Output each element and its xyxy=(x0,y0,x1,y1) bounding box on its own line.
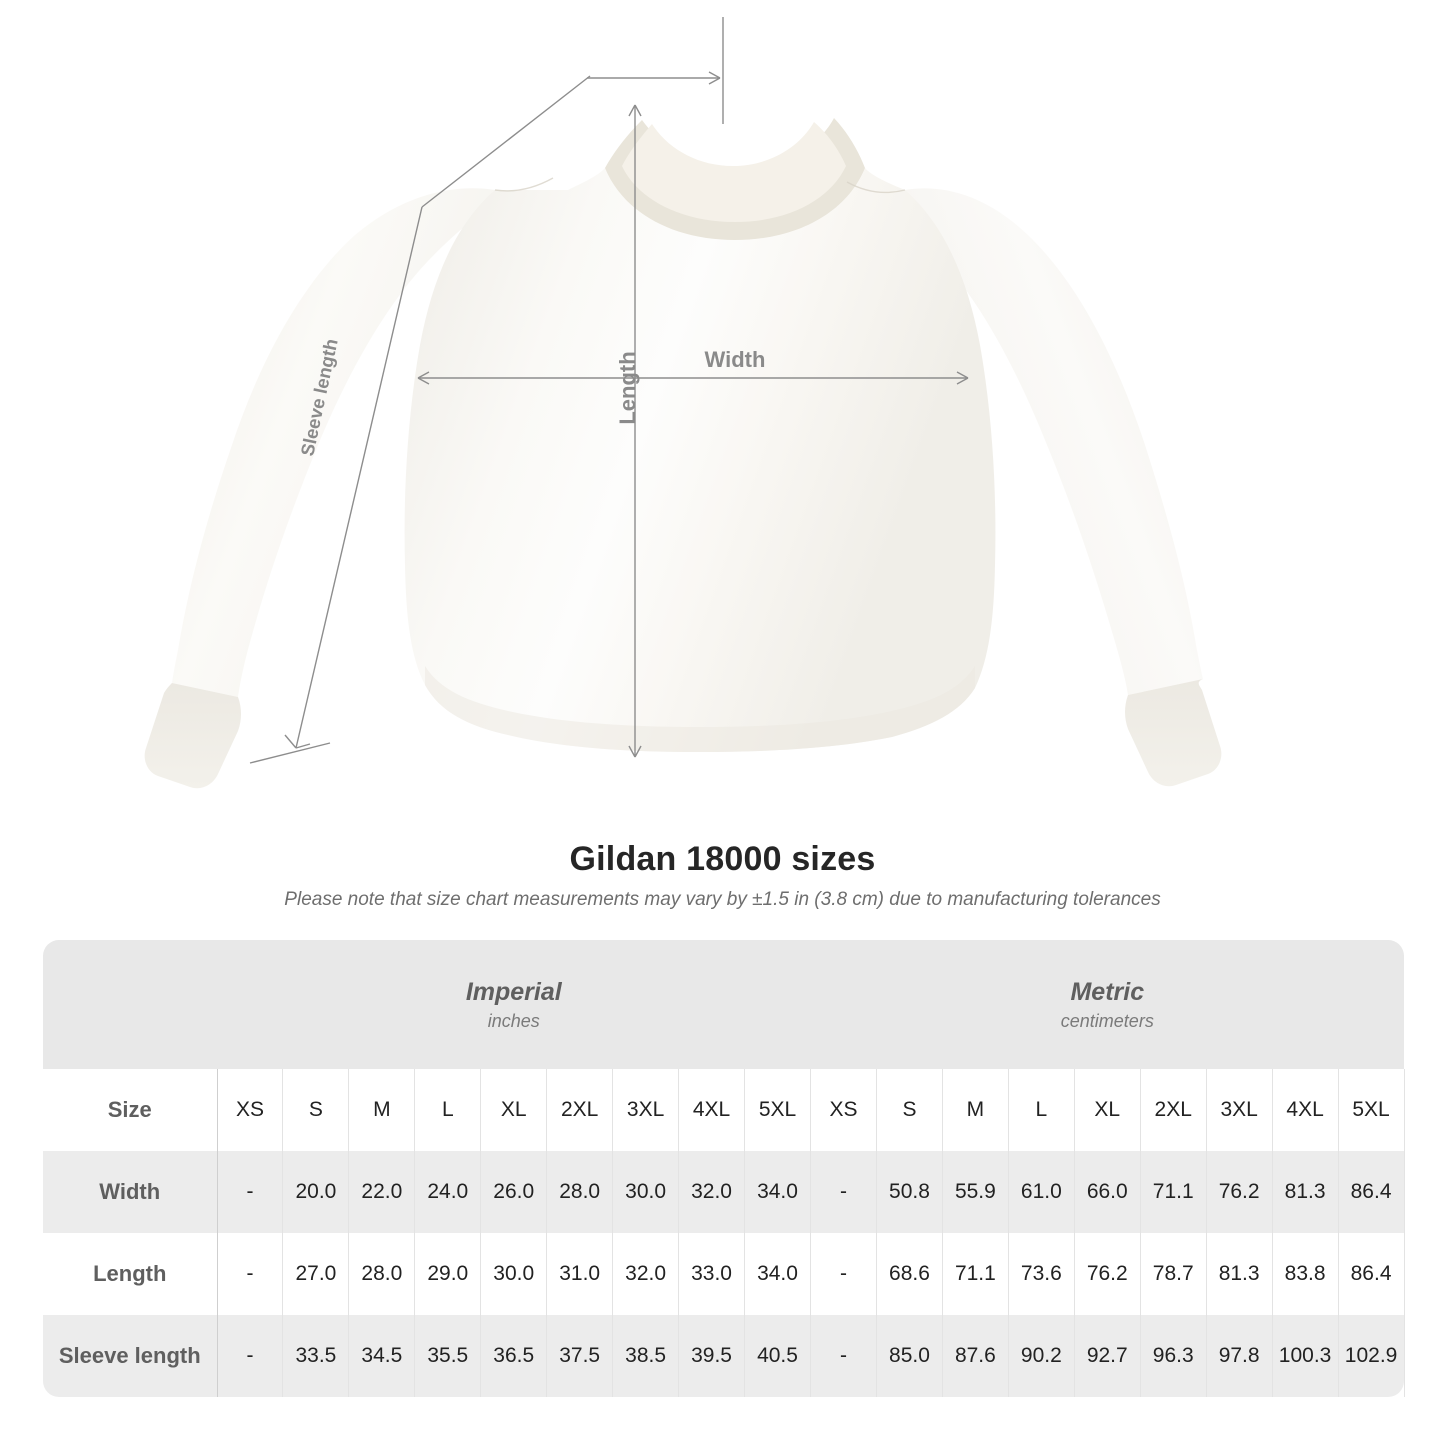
svg-text:Length: Length xyxy=(615,351,640,424)
svg-text:Width: Width xyxy=(705,347,766,372)
svg-text:Sleeve length: Sleeve length xyxy=(296,337,341,458)
